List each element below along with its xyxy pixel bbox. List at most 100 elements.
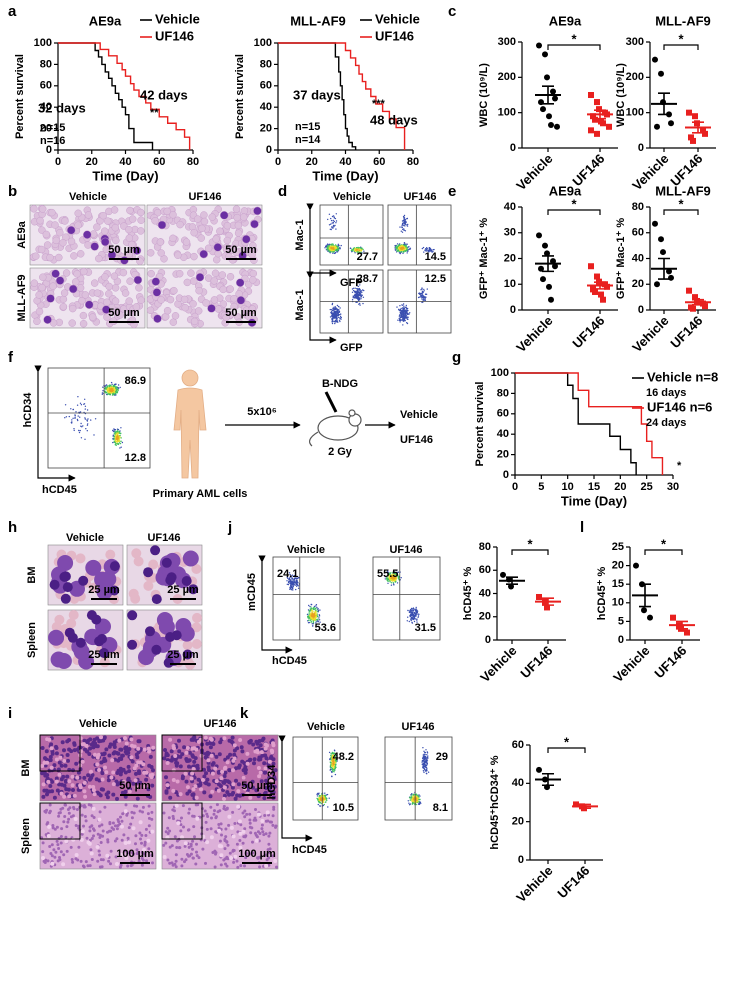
cell	[89, 742, 94, 747]
data-point	[536, 593, 542, 600]
flow-event	[353, 290, 356, 293]
y-tick-label: 100	[34, 37, 52, 49]
cell	[240, 213, 248, 221]
flow-event	[333, 216, 335, 218]
cell	[189, 300, 197, 308]
flow-event	[421, 295, 423, 297]
cell	[78, 296, 86, 305]
flow-event	[402, 316, 405, 319]
flow-event	[292, 585, 294, 587]
flow-event	[411, 611, 413, 613]
cell	[143, 567, 154, 578]
flow-event	[359, 250, 362, 252]
flow-event	[84, 398, 86, 400]
cell	[219, 211, 229, 220]
cell	[75, 808, 79, 811]
cell	[60, 740, 65, 745]
cell	[60, 289, 69, 297]
flow-event	[84, 417, 86, 419]
cell	[108, 742, 113, 747]
cell	[50, 789, 55, 794]
data-point	[604, 283, 610, 290]
cell	[218, 740, 223, 745]
flow-event	[86, 430, 89, 432]
cell	[106, 838, 110, 842]
flow-event	[121, 441, 124, 444]
annotation: n=15	[40, 122, 65, 134]
cell	[124, 803, 128, 807]
cell	[41, 841, 45, 845]
cell	[190, 792, 195, 797]
flow-event	[318, 617, 320, 619]
cell	[239, 745, 244, 750]
cell	[174, 803, 179, 808]
cell	[78, 736, 83, 741]
data-point	[688, 134, 694, 141]
cell	[191, 847, 194, 851]
cell	[107, 753, 112, 758]
flow-event	[105, 384, 108, 386]
cell	[124, 741, 129, 746]
scale-bar-label: 100 µm	[116, 848, 154, 860]
y-tick-label: 80	[632, 201, 644, 213]
cell	[126, 836, 130, 840]
cell	[55, 788, 60, 793]
cell	[191, 839, 195, 843]
flow-event	[307, 622, 310, 624]
cell	[174, 853, 178, 857]
cell	[55, 253, 63, 262]
cell	[253, 831, 257, 835]
data-point	[544, 250, 550, 257]
cell	[214, 851, 218, 855]
flow-event	[79, 429, 81, 432]
flow-event	[357, 296, 359, 299]
flow-event	[313, 614, 315, 616]
cell	[97, 633, 107, 644]
cell	[208, 745, 213, 750]
cell	[187, 269, 195, 277]
flow-event	[362, 248, 364, 251]
panel-letter: d	[278, 183, 287, 200]
significance: *	[527, 536, 533, 551]
flow-event	[399, 226, 401, 228]
data-point	[598, 291, 604, 298]
flow-event	[325, 245, 327, 248]
significance: *	[571, 31, 577, 46]
y-axis-label: GFP⁺ Mac-1⁺ %	[615, 218, 627, 300]
flow-event	[351, 288, 354, 290]
flow-event	[314, 617, 316, 619]
flow-event	[403, 229, 405, 231]
cell	[148, 754, 153, 759]
cell	[173, 809, 176, 813]
cell	[233, 822, 237, 825]
data-point	[554, 123, 560, 130]
flow-event	[327, 247, 329, 249]
flow-event	[292, 589, 294, 591]
flow-event	[104, 388, 106, 390]
cell	[227, 823, 231, 827]
cell	[109, 849, 113, 853]
cell	[54, 850, 58, 854]
flow-event	[119, 434, 121, 437]
cell	[54, 751, 59, 756]
cell	[40, 746, 45, 750]
flow-event	[431, 251, 433, 253]
flow-event	[64, 404, 67, 406]
flow-event	[351, 251, 353, 253]
cell	[83, 747, 87, 752]
flow-event	[359, 248, 361, 251]
cell	[146, 812, 150, 816]
flow-event	[403, 305, 405, 307]
flow-event	[354, 297, 356, 299]
cell	[101, 273, 109, 281]
cell	[65, 825, 69, 829]
flow-event	[406, 217, 409, 220]
flow-event	[411, 613, 414, 615]
cell	[256, 766, 261, 770]
flow-event	[291, 588, 294, 590]
cell	[99, 735, 103, 740]
flow-event	[312, 616, 314, 618]
column-header: UF146	[403, 191, 436, 203]
flow-event	[330, 245, 332, 247]
cell	[133, 556, 144, 567]
